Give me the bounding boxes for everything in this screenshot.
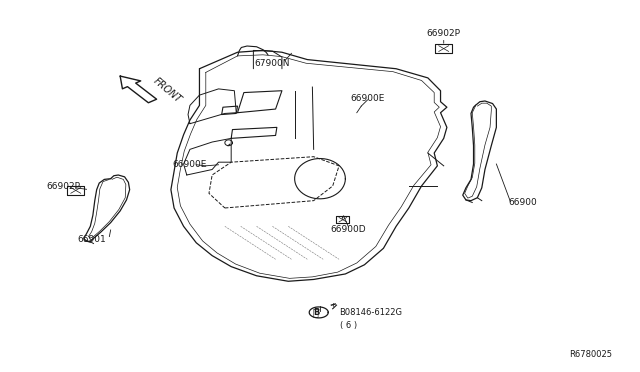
Text: B08146-6122G: B08146-6122G xyxy=(339,308,402,317)
Text: 66900E: 66900E xyxy=(173,160,207,169)
Text: ( 6 ): ( 6 ) xyxy=(340,321,357,330)
Text: 66900: 66900 xyxy=(509,198,538,207)
Text: 66900E: 66900E xyxy=(350,93,385,103)
Text: 67900N: 67900N xyxy=(255,59,290,68)
Text: 66901: 66901 xyxy=(77,235,106,244)
Text: 66902P: 66902P xyxy=(46,182,80,190)
Text: FRONT: FRONT xyxy=(152,76,184,105)
Text: 66900D: 66900D xyxy=(331,225,366,234)
Text: B: B xyxy=(314,308,320,317)
Text: Ⓑ: Ⓑ xyxy=(312,307,318,317)
Text: R6780025: R6780025 xyxy=(569,350,612,359)
Text: 66902P: 66902P xyxy=(427,29,461,38)
